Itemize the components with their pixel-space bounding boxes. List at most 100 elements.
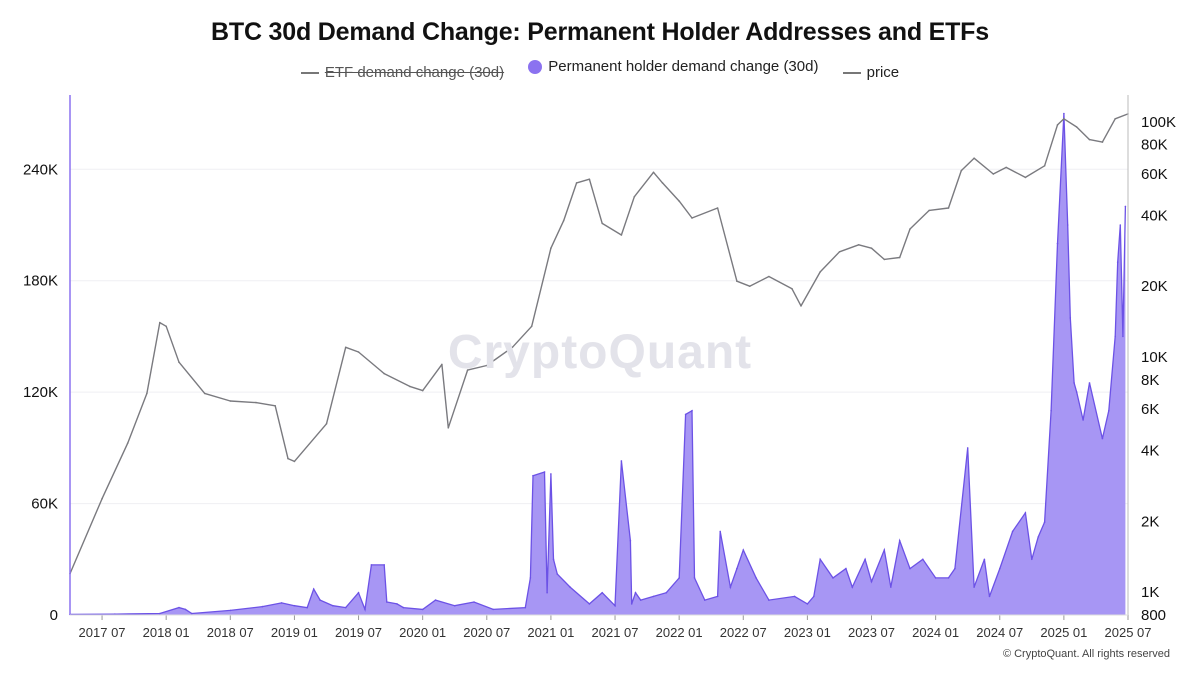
price-point [588, 178, 591, 180]
demand-point [1066, 224, 1069, 226]
price-point [409, 385, 411, 388]
demand-point [319, 599, 321, 601]
demand-point [370, 564, 373, 566]
price-series [69, 113, 1129, 575]
price-point [203, 392, 206, 395]
legend-item-price[interactable]: price [842, 64, 899, 81]
price-point [357, 351, 360, 353]
demand-point [344, 606, 347, 609]
x-tick-label: 2019 07 [335, 625, 382, 640]
price-point [486, 364, 488, 367]
y-right-tick-label: 60K [1141, 166, 1168, 183]
demand-point [729, 586, 732, 588]
x-tick-label: 2022 07 [720, 625, 767, 640]
price-point [1075, 126, 1078, 128]
x-tick-label: 2018 07 [207, 625, 254, 640]
x-tick-label: 2021 01 [527, 625, 574, 640]
price-point [530, 325, 533, 328]
price-point [229, 400, 232, 402]
demand-point [634, 591, 637, 594]
price-point [870, 247, 873, 249]
demand-point [1011, 530, 1014, 533]
demand-point [532, 474, 534, 477]
legend-item-permanent-holder[interactable]: Permanent holder demand change (30d) [528, 58, 818, 75]
demand-point [543, 471, 546, 473]
y-right-tick-label: 100K [1141, 114, 1176, 131]
demand-point [909, 567, 911, 570]
y-right-tick-label: 1K [1141, 584, 1159, 601]
x-tick-label: 2025 07 [1105, 625, 1152, 640]
demand-point [492, 608, 495, 611]
y-right-tick-label: 40K [1141, 207, 1168, 224]
y-right-tick-label: 4K [1141, 443, 1159, 460]
demand-point [529, 577, 532, 579]
demand-point [719, 530, 721, 533]
axes: 0 60K 120K 180K 240K 800 1K 2K 4K 6K 8K 10K 20K 40K 60… [23, 95, 1176, 640]
price-point [633, 196, 636, 198]
price-point [1088, 138, 1091, 141]
demand-point [1114, 335, 1116, 338]
demand-point [691, 409, 693, 412]
y-right-tick-label: 6K [1141, 401, 1159, 418]
demand-point [806, 603, 809, 605]
demand-point [966, 447, 969, 449]
price-point [159, 321, 161, 324]
demand-point [983, 558, 986, 561]
chart-title: BTC 30d Demand Change: Permanent Holder … [211, 18, 989, 46]
x-tick-label: 2020 01 [399, 625, 446, 640]
x-tick-label: 2023 01 [784, 625, 831, 640]
price-point [562, 219, 565, 222]
demand-point [1050, 409, 1052, 412]
demand-point [261, 605, 264, 608]
demand-point [550, 473, 552, 475]
demand-point [364, 608, 366, 611]
y-left-tick-label: 240K [23, 161, 58, 178]
demand-point [434, 599, 437, 601]
y-right-tick-label: 2K [1141, 513, 1159, 530]
demand-point [947, 577, 950, 579]
price-point [421, 389, 424, 392]
demand-point [813, 595, 815, 598]
price-point [838, 251, 841, 253]
demand-point [1073, 382, 1075, 384]
demand-point [898, 539, 901, 542]
demand-point [178, 606, 180, 609]
demand-point [396, 603, 398, 605]
price-point [947, 207, 950, 209]
demand-point [524, 606, 527, 609]
demand-point [845, 567, 847, 570]
demand-point [1069, 317, 1072, 319]
legend-item-etf[interactable]: ETF demand change (30d) [300, 64, 504, 81]
demand-point [1116, 261, 1119, 263]
price-point [857, 244, 860, 246]
x-tick-label: 2018 01 [143, 625, 190, 640]
price-point [1043, 165, 1046, 167]
price-point [126, 442, 129, 445]
price-point [898, 256, 901, 259]
demand-point [883, 549, 886, 551]
price-point [691, 217, 693, 219]
demand-point [383, 564, 386, 566]
demand-point [402, 606, 405, 609]
demand-area [70, 113, 1126, 615]
demand-point [934, 577, 937, 579]
y-left-tick-label: 60K [31, 496, 58, 513]
price-point [800, 305, 802, 307]
demand-point [306, 606, 309, 609]
price-point [447, 427, 450, 429]
x-tick-label: 2019 01 [271, 625, 318, 640]
price-point [716, 207, 719, 209]
demand-point [736, 567, 738, 570]
demand-point [768, 599, 770, 601]
demand-point [569, 586, 571, 588]
demand-point [1124, 205, 1127, 208]
demand-point [159, 612, 161, 615]
y-right-tick-label: 20K [1141, 278, 1168, 295]
price-point [1063, 118, 1065, 120]
price-point [383, 372, 386, 375]
price-point [909, 228, 911, 230]
price-point [973, 157, 975, 159]
x-tick-label: 2017 07 [79, 625, 126, 640]
demand-point [357, 591, 360, 594]
